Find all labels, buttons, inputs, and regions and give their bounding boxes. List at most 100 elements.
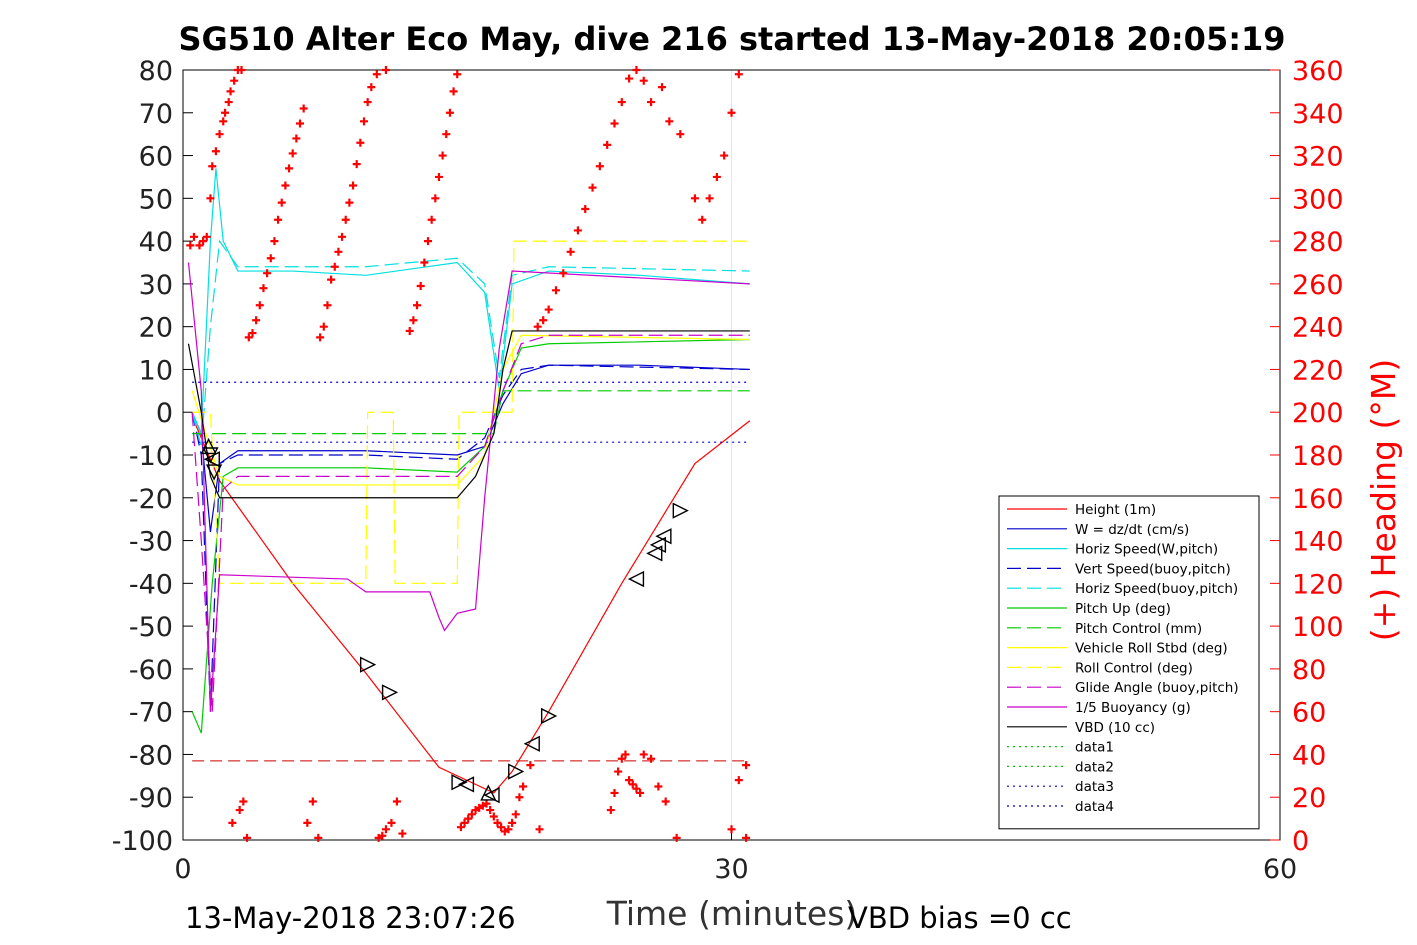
footer-timestamp: 13-May-2018 23:07:26	[185, 901, 516, 935]
right-tick-label: 140	[1292, 527, 1344, 558]
heading-point	[244, 333, 253, 342]
y-tick-label: -40	[129, 569, 173, 600]
triangle-marker	[200, 437, 217, 455]
heading-point	[559, 269, 568, 278]
right-tick-label: 300	[1292, 184, 1344, 215]
heading-point	[316, 333, 325, 342]
heading-point	[672, 833, 681, 842]
heading-point	[215, 130, 224, 139]
legend-box	[998, 495, 1260, 830]
right-tick-label: 220	[1292, 355, 1344, 386]
heading-point	[431, 194, 440, 203]
heading-point	[281, 181, 290, 190]
y-tick-label: 70	[139, 99, 173, 130]
heading-point	[274, 215, 283, 224]
heading-point	[533, 322, 542, 331]
legend-label: W = dz/dt (cm/s)	[1075, 522, 1189, 538]
heading-point	[647, 754, 656, 763]
y-tick-label: 80	[139, 56, 173, 87]
heading-point	[266, 254, 275, 263]
series-line-2	[191, 168, 750, 434]
heading-point	[742, 833, 751, 842]
x-axis-label: Time (minutes)	[606, 894, 858, 933]
heading-point	[606, 806, 615, 815]
heading-point	[489, 812, 498, 821]
triangle-marker	[203, 451, 220, 468]
heading-point	[195, 241, 204, 250]
heading-point	[255, 301, 264, 310]
heading-point	[334, 247, 343, 256]
heading-point	[610, 788, 619, 797]
heading-point	[314, 833, 323, 842]
x-tick-label: 30	[714, 854, 748, 885]
heading-point	[705, 194, 714, 203]
heading-point	[486, 806, 495, 815]
heading-point	[519, 782, 528, 791]
heading-point	[381, 66, 390, 74]
heading-point	[226, 87, 235, 96]
heading-point	[727, 108, 736, 117]
heading-point	[360, 117, 369, 126]
heading-point	[442, 130, 451, 139]
legend-label: Roll Control (deg)	[1075, 660, 1193, 676]
heading-point	[349, 181, 358, 190]
heading-point	[242, 833, 251, 842]
heading-point	[632, 784, 641, 793]
right-tick-label: 100	[1292, 612, 1344, 643]
right-tick-label: 60	[1292, 698, 1326, 729]
series-line-10	[187, 262, 750, 712]
heading-point	[639, 76, 648, 85]
heading-point	[219, 117, 228, 126]
heading-point	[734, 776, 743, 785]
series-line-4	[191, 239, 750, 447]
heading-point	[338, 232, 347, 241]
heading-point	[387, 818, 396, 827]
heading-point	[526, 761, 535, 770]
heading-point	[676, 130, 685, 139]
legend-label: data1	[1075, 740, 1114, 756]
heading-point	[581, 205, 590, 214]
right-tick-label: 120	[1292, 569, 1344, 600]
heading-point	[614, 767, 623, 776]
heading-point	[636, 788, 645, 797]
heading-point	[237, 66, 246, 74]
heading-point	[658, 83, 667, 92]
y-tick-label: -80	[129, 740, 173, 771]
heading-point	[296, 119, 305, 128]
heading-point	[551, 286, 560, 295]
triangle-marker	[655, 528, 672, 545]
heading-point	[221, 108, 230, 117]
heading-point	[319, 322, 328, 331]
triangle-marker	[540, 707, 558, 725]
triangle-marker	[359, 656, 377, 673]
heading-point	[712, 172, 721, 181]
heading-point	[535, 825, 544, 834]
chart-title: SG510 Alter Eco May, dive 216 started 13…	[178, 20, 1285, 58]
heading-point	[208, 162, 217, 171]
right-tick-label: 260	[1292, 270, 1344, 301]
heading-point	[303, 818, 312, 827]
heading-point	[603, 140, 612, 149]
heading-point	[427, 215, 436, 224]
heading-point	[632, 66, 641, 74]
heading-point	[639, 750, 648, 759]
legend-label: data4	[1075, 799, 1114, 815]
heading-point	[690, 194, 699, 203]
heading-point	[610, 119, 619, 128]
heading-point	[259, 284, 268, 293]
triangle-marker	[523, 735, 540, 752]
heading-point	[248, 329, 257, 338]
heading-point	[323, 301, 332, 310]
y-tick-label: 50	[139, 184, 173, 215]
heading-point	[263, 269, 272, 278]
heading-point	[224, 98, 233, 107]
series-line-9	[191, 334, 750, 712]
series-line-8	[192, 240, 750, 584]
heading-point	[621, 750, 630, 759]
y-tick-label: 0	[156, 398, 173, 429]
heading-point	[456, 823, 465, 832]
heading-point	[230, 76, 239, 85]
heading-point	[453, 70, 462, 79]
heading-point	[392, 797, 401, 806]
